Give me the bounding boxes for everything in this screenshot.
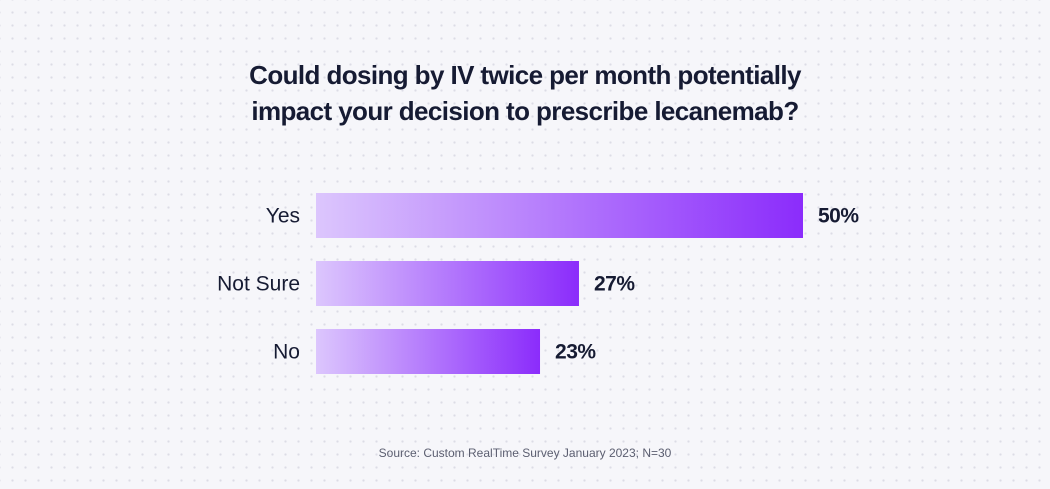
- bars-group: Yes 50% Not Sure 27% No 23%: [217, 193, 860, 374]
- chart-title-line-2: impact your decision to prescribe lecane…: [251, 96, 799, 126]
- bar-yes: [316, 193, 803, 238]
- value-label: 27%: [594, 273, 635, 296]
- category-label: Not Sure: [217, 273, 300, 296]
- bar-no: [316, 329, 541, 374]
- bar-not-sure: [316, 261, 579, 306]
- category-label: Yes: [266, 205, 300, 228]
- source-note: Source: Custom RealTime Survey January 2…: [378, 446, 672, 460]
- value-label: 23%: [555, 341, 596, 364]
- chart-title-line-1: Could dosing by IV twice per month poten…: [249, 60, 801, 90]
- category-label: No: [273, 341, 300, 364]
- chart-title: Could dosing by IV twice per month poten…: [0, 57, 1050, 129]
- value-label: 50%: [818, 205, 859, 228]
